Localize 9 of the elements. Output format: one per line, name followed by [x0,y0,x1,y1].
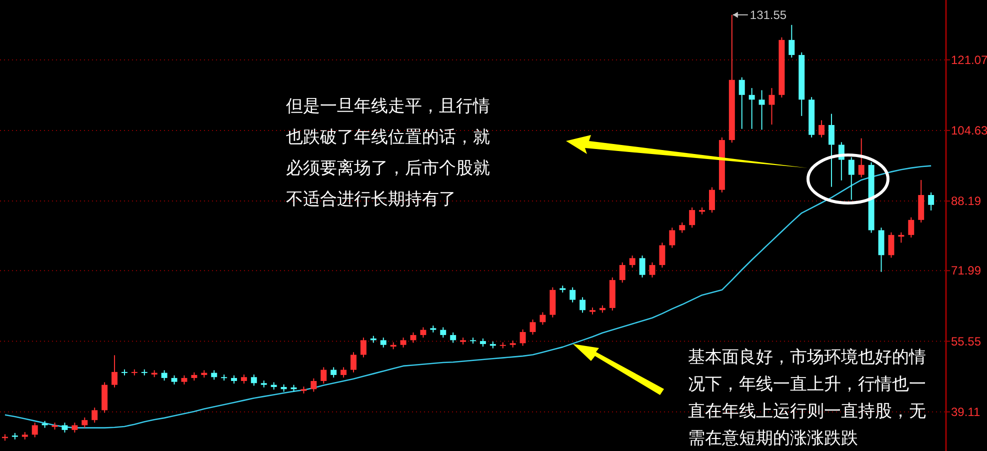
annotation: 但是一旦年线走平，且行情也跌破了年线位置的话，就必须要离场了，后市个股就不适合进行长期持有了 [286,96,490,208]
y-tick-label: 88.19 [951,194,982,208]
y-tick-label: 55.55 [951,334,982,348]
y-tick-label: 104.63 [951,123,987,138]
y-tick-label: 121.07 [951,52,987,67]
annotation: 基本面良好，市场环境也好的情况下，年线一直上升，行情也一直在年线上运行则一直持股，无需在意短期的涨涨跌跌 [688,348,926,448]
annotation: 131.55 [750,8,787,22]
y-tick-label: 71.99 [951,264,982,278]
y-tick-label: 39.11 [951,404,980,419]
